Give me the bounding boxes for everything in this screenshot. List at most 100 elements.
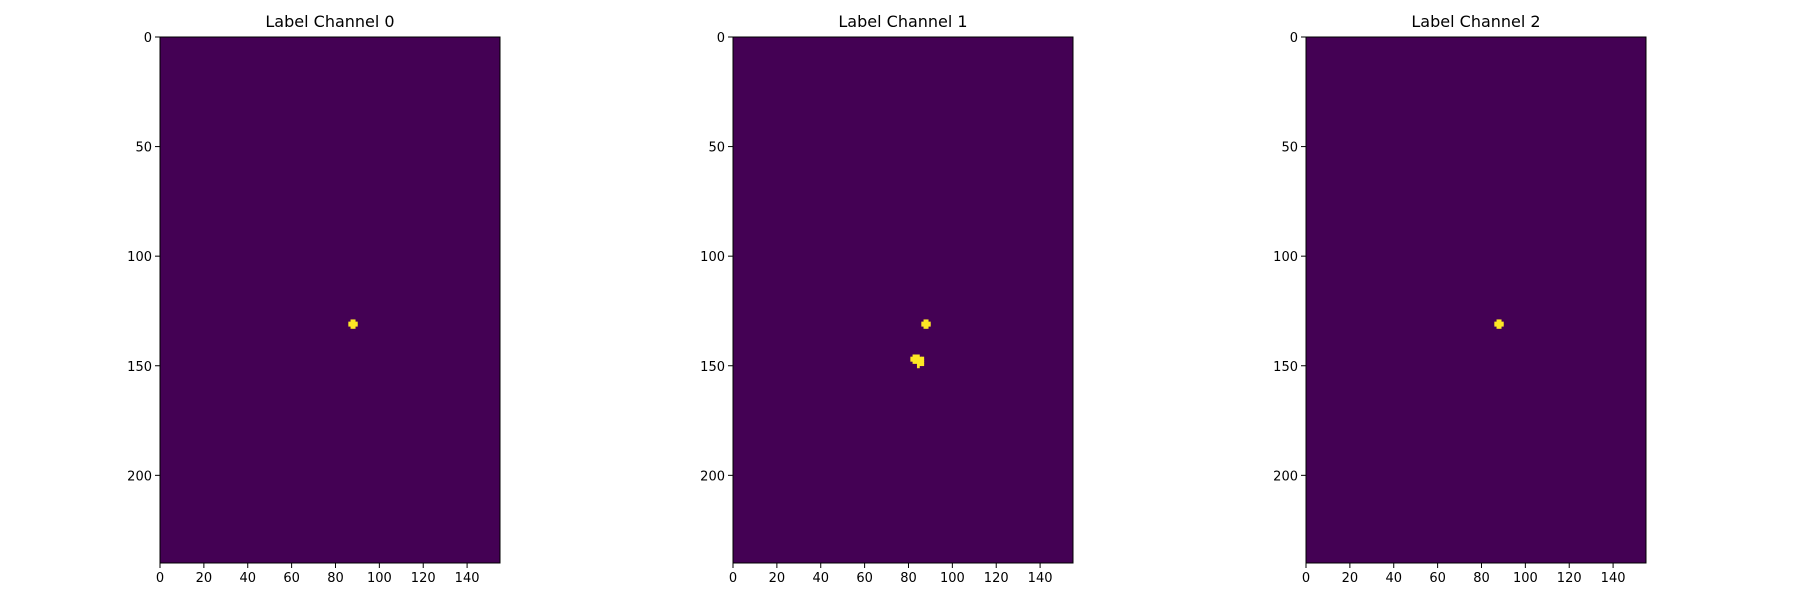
y-tick-label: 50 [708,141,725,156]
blob-pixel [1496,321,1500,325]
blob-pixel [348,323,352,327]
x-tick-label: 60 [856,571,873,586]
image-background [1306,37,1646,563]
blob-pixel [919,361,922,364]
blob-pixel [923,326,927,329]
blob-pixel [352,319,356,323]
y-tick-label: 0 [717,31,725,46]
blob-pixel [350,319,354,323]
blob-pixel [921,363,925,367]
x-tick-label: 80 [1473,571,1490,586]
blob-pixel [925,321,929,325]
y-tick-label: 150 [1273,360,1298,375]
blob-pixel [916,363,920,367]
blob-pixel [916,354,920,358]
x-tick-label: 140 [1028,571,1053,586]
panel-label-channel-2: Label Channel 2 0 20 40 60 80 100 120 140 0 50 100… [1273,12,1647,586]
x-tick-label: 20 [196,571,213,586]
blob-pixel [923,319,927,323]
blob-pixel [921,358,925,362]
blob-pixel [912,354,916,358]
x-tick-label: 60 [283,571,300,586]
blob-pixel [927,323,931,327]
blob-pixel [925,319,929,323]
blob-pixel [352,321,356,325]
blob-pixel [1500,321,1504,325]
blob-pixel [1496,323,1500,327]
x-tick-label: 20 [1342,571,1359,586]
x-tick-label: 100 [940,571,965,586]
axes-frame [1305,36,1647,564]
y-tick-label: 0 [1290,31,1298,46]
y-tick-label: 0 [144,31,152,46]
blob-pixel [923,323,927,327]
panel-title: Label Channel 1 [838,12,967,31]
image-background [733,37,1073,563]
blob-pixel [919,363,922,367]
x-tick-label: 140 [455,571,480,586]
blob-pixel [912,361,916,364]
label-blob [921,319,931,329]
blob-pixel [916,365,920,369]
blob-pixel [1498,323,1502,327]
blob-pixel [910,356,914,360]
blob-pixel [914,361,918,364]
blob-pixel [910,358,914,362]
blob-pixel [919,356,922,360]
label-blob [348,319,358,329]
panel-label-channel-1: Label Channel 1 0 20 40 60 80 100 120 140 0 50 100… [700,12,1074,586]
blob-pixel [350,323,354,327]
x-tick-label: 100 [1513,571,1538,586]
blob-pixel [1498,321,1502,325]
x-tick-label: 40 [812,571,829,586]
blob-pixel [350,326,354,329]
y-tick-label: 150 [700,360,725,375]
blob-pixel [921,323,925,327]
x-tick-label: 40 [239,571,256,586]
blob-pixel [354,323,358,327]
y-tick-label: 50 [1281,141,1298,156]
x-tick-label: 120 [1557,571,1582,586]
y-tick-label: 200 [127,469,152,484]
x-tick-label: 20 [769,571,786,586]
blob-pixel [1496,319,1500,323]
blob-pixel [916,361,920,364]
y-tick-label: 100 [127,250,152,265]
blob-pixel [352,323,356,327]
x-tick-label: 0 [729,571,737,586]
blob-pixel [912,358,916,362]
image-background [160,37,500,563]
blob-pixel [921,321,925,325]
blob-pixel [350,321,354,325]
x-tick-label: 0 [1302,571,1310,586]
x-tick-label: 80 [900,571,917,586]
y-tick-label: 200 [1273,469,1298,484]
x-tick-label: 100 [367,571,392,586]
blob-pixel [1498,319,1502,323]
blob-pixel [916,356,920,360]
x-tick-label: 0 [156,571,164,586]
x-tick-label: 140 [1601,571,1626,586]
x-tick-label: 120 [984,571,1009,586]
x-tick-label: 80 [327,571,344,586]
blob-pixel [927,321,931,325]
y-tick-label: 100 [1273,250,1298,265]
blob-pixel [925,326,929,329]
blob-pixel [914,356,918,360]
blob-pixel [1496,326,1500,329]
blob-pixel [923,321,927,325]
panel-title: Label Channel 0 [265,12,394,31]
blob-pixel [925,323,929,327]
y-tick-label: 150 [127,360,152,375]
blob-pixel [912,356,916,360]
blob-pixel [354,321,358,325]
panel-title: Label Channel 2 [1411,12,1540,31]
axes-frame [732,36,1074,564]
blob-pixel [1494,323,1498,327]
blob-pixel [1494,321,1498,325]
blob-pixel [352,326,356,329]
blob-pixel [1500,323,1504,327]
x-tick-label: 40 [1385,571,1402,586]
axes-frame [159,36,501,564]
